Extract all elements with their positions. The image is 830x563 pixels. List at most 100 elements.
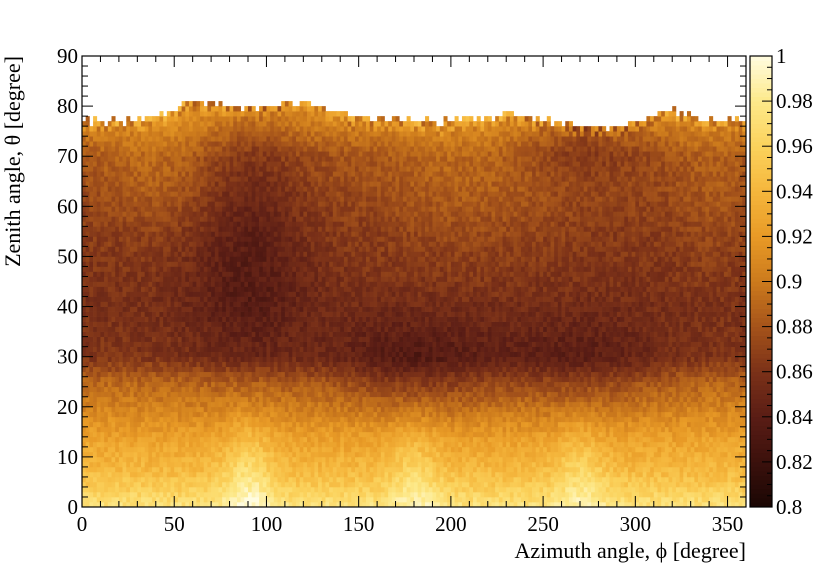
heatmap-cell (273, 491, 278, 498)
heatmap-cell (255, 261, 260, 267)
heatmap-cell (111, 226, 116, 232)
heatmap-cell (174, 191, 179, 197)
heatmap-cell (288, 366, 293, 373)
heatmap-cell (166, 386, 171, 393)
heatmap-cell (200, 476, 205, 483)
heatmap-cell (255, 336, 260, 342)
heatmap-cell (137, 431, 142, 438)
heatmap-cell (174, 336, 179, 342)
heatmap-cell (259, 211, 264, 217)
heatmap-cell (262, 471, 267, 478)
heatmap-cell (118, 461, 123, 468)
heatmap-cell (284, 231, 289, 237)
heatmap-cell (270, 266, 275, 272)
heatmap-cell (307, 236, 312, 242)
heatmap-cell (233, 166, 238, 172)
heatmap-cell (100, 246, 105, 252)
heatmap-cell (255, 401, 260, 408)
heatmap-cell (85, 296, 90, 302)
heatmap-cell (96, 146, 101, 152)
heatmap-cell (129, 361, 134, 368)
heatmap-cell (222, 256, 227, 262)
heatmap-cell (281, 421, 286, 428)
heatmap-cell (222, 301, 227, 307)
heatmap-cell (96, 261, 101, 267)
heatmap-cell (185, 476, 190, 483)
heatmap-cell (107, 381, 112, 388)
heatmap-cell (163, 171, 168, 177)
heatmap-cell (225, 261, 230, 267)
heatmap-cell (259, 121, 264, 127)
heatmap-cell (299, 401, 304, 408)
heatmap-cell (192, 161, 197, 167)
heatmap-cell (107, 166, 112, 172)
heatmap-cell (251, 386, 256, 393)
heatmap-cell (170, 491, 175, 498)
heatmap-cell (214, 351, 219, 358)
heatmap-cell (259, 501, 264, 508)
heatmap-cell (166, 446, 171, 453)
heatmap-cell (284, 141, 289, 147)
heatmap-cell (96, 131, 101, 137)
heatmap-cell (133, 166, 138, 172)
heatmap-cell (229, 501, 234, 508)
heatmap-cell (240, 121, 245, 127)
heatmap-cell (166, 166, 171, 172)
heatmap-cell (248, 371, 253, 378)
heatmap-cell (288, 351, 293, 358)
heatmap-cell (259, 456, 264, 463)
heatmap-cell (148, 476, 153, 483)
heatmap-cell (203, 301, 208, 307)
heatmap-cell (118, 356, 123, 363)
heatmap-cell (310, 421, 315, 428)
heatmap-cell (185, 306, 190, 312)
heatmap-cell (159, 446, 164, 453)
heatmap-cell (166, 281, 171, 287)
heatmap-cell (229, 451, 234, 458)
heatmap-cell (307, 501, 312, 508)
heatmap-cell (295, 306, 300, 312)
heatmap-cell (273, 376, 278, 383)
heatmap-cell (277, 181, 282, 187)
heatmap-cell (133, 206, 138, 212)
heatmap-cell (89, 461, 94, 468)
heatmap-cell (100, 226, 105, 232)
heatmap-cell (174, 476, 179, 483)
heatmap-cell (85, 231, 90, 237)
heatmap-cell (218, 121, 223, 127)
heatmap-cell (222, 491, 227, 498)
heatmap-cell (240, 291, 245, 297)
heatmap-cell (159, 431, 164, 438)
heatmap-cell (222, 466, 227, 473)
heatmap-cell (152, 161, 157, 167)
heatmap-cell (225, 276, 230, 282)
heatmap-cell (218, 291, 223, 297)
heatmap-cell (82, 306, 87, 312)
heatmap-cell (200, 251, 205, 257)
heatmap-cell (281, 321, 286, 327)
heatmap-cell (155, 156, 160, 162)
heatmap-cell (163, 396, 168, 403)
heatmap-cell (240, 401, 245, 408)
heatmap-cell (284, 366, 289, 373)
heatmap-cell (100, 231, 105, 237)
heatmap-cell (270, 471, 275, 478)
heatmap-cell (255, 431, 260, 438)
heatmap-cell (129, 381, 134, 388)
heatmap-cell (196, 126, 201, 132)
heatmap-cell (233, 491, 238, 498)
heatmap-cell (295, 456, 300, 463)
heatmap-cell (163, 481, 168, 488)
heatmap-cell (225, 256, 230, 262)
heatmap-cell (141, 166, 146, 172)
heatmap-cell (203, 406, 208, 413)
heatmap-cell (196, 401, 201, 408)
heatmap-cell (152, 311, 157, 317)
heatmap-cell (236, 481, 241, 488)
heatmap-cell (104, 396, 109, 403)
heatmap-cell (211, 156, 216, 162)
heatmap-cell (196, 211, 201, 217)
heatmap-cell (170, 251, 175, 257)
heatmap-cell (244, 471, 249, 478)
heatmap-cell (262, 371, 267, 378)
